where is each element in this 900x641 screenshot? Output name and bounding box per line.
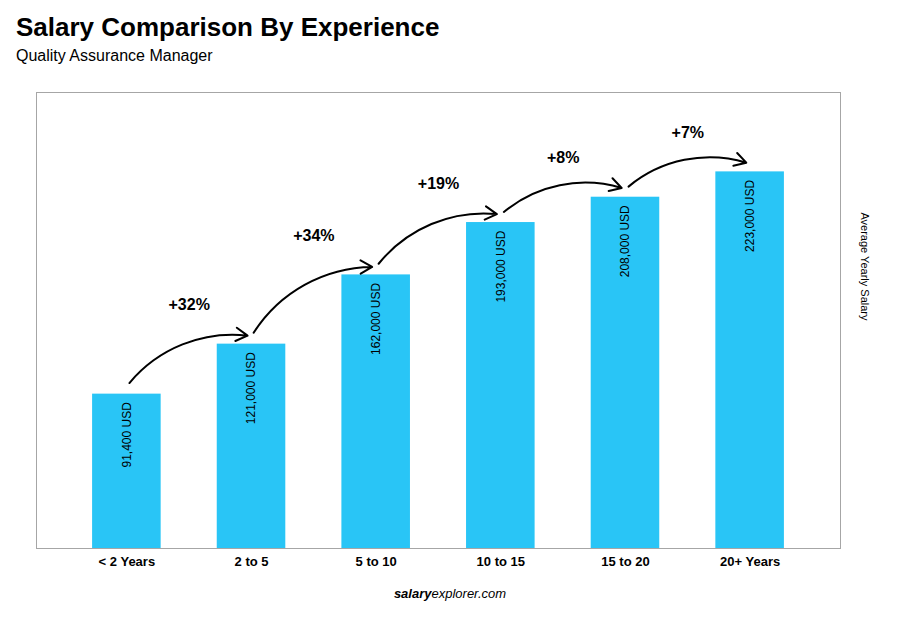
svg-text:2 to 5: 2 to 5 <box>235 554 269 569</box>
svg-text:162,000 USD: 162,000 USD <box>369 283 383 355</box>
html-text:salary explorer.com: salary explorer.com <box>393 586 507 601</box>
html-text:Salary Comparison By Experienc: Salary Comparison By Experience <box>16 12 440 42</box>
svg-text:20+ Years: 20+ Years <box>720 554 780 569</box>
svg-text:< 2 Years: < 2 Years <box>99 554 156 569</box>
svg-text:15 to 20: 15 to 20 <box>601 554 649 569</box>
svg-text:193,000 USD: 193,000 USD <box>494 230 508 302</box>
svg-text:5 to 10: 5 to 10 <box>356 554 397 569</box>
svg-text:+7%: +7% <box>672 124 704 141</box>
svg-text:223,000 USD: 223,000 USD <box>743 180 757 252</box>
svg-text:91,400 USD: 91,400 USD <box>120 402 134 468</box>
svg-text:121,000 USD: 121,000 USD <box>244 352 258 424</box>
svg-text:+32%: +32% <box>169 296 210 313</box>
svg-text:+8%: +8% <box>547 149 579 166</box>
html-text:Quality Assurance Manager: Quality Assurance Manager <box>16 47 213 64</box>
svg-text:10 to 15: 10 to 15 <box>477 554 525 569</box>
svg-text:+19%: +19% <box>418 175 459 192</box>
svg-text:Average Yearly Salary: Average Yearly Salary <box>859 212 871 321</box>
svg-text:+34%: +34% <box>293 227 334 244</box>
svg-text:208,000 USD: 208,000 USD <box>618 205 632 277</box>
